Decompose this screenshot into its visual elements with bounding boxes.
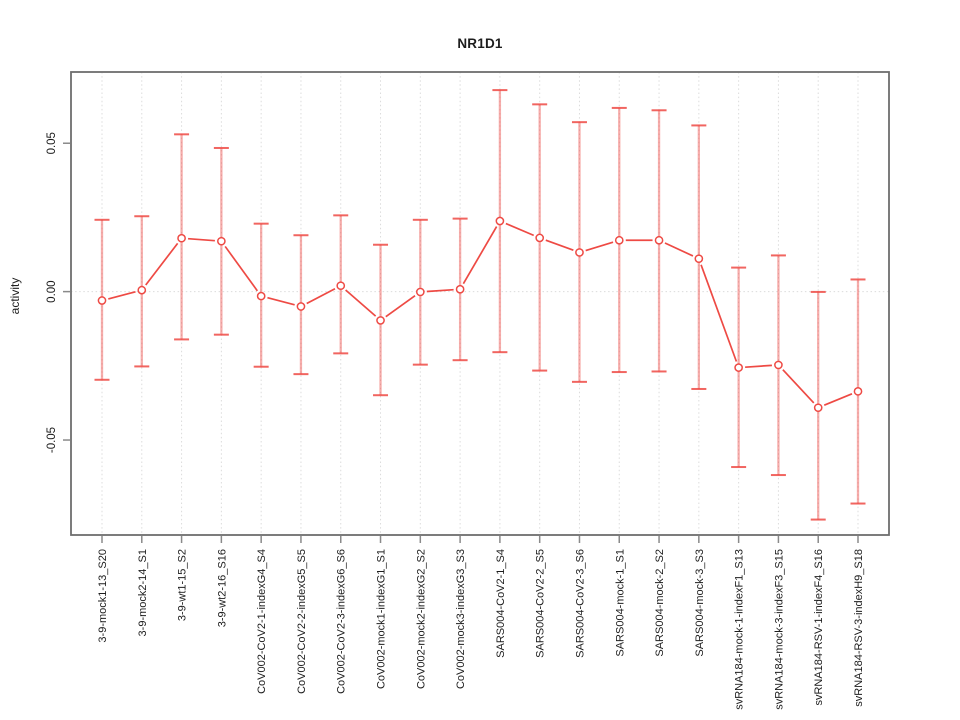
data-points — [97, 216, 863, 413]
y-tick-label: 0.00 — [46, 280, 58, 302]
series-segment — [345, 289, 377, 317]
data-point — [137, 285, 147, 295]
x-tick-label: svRNA184-mock-1-indexF1_S13 — [734, 549, 746, 710]
series-segment — [585, 241, 614, 252]
series-segment — [782, 369, 815, 404]
data-point — [376, 316, 385, 325]
data-point — [97, 296, 107, 305]
series-segment — [745, 364, 772, 369]
y-tick-label: 0.05 — [46, 132, 58, 154]
y-axis: 0.05 0.00 -0.05 — [46, 132, 70, 453]
series-segment — [306, 287, 336, 305]
x-tick-label: 3-9-wt2-16_S16 — [216, 549, 228, 627]
series-segment — [145, 242, 179, 286]
plot-box — [70, 71, 890, 536]
data-point — [177, 233, 186, 243]
series-segment — [545, 239, 574, 252]
series-segment — [224, 245, 259, 292]
line-segments — [108, 222, 853, 406]
data-point — [813, 403, 823, 413]
x-tick-label: SARS004-CoV2-2_S5 — [535, 549, 547, 658]
data-point — [296, 302, 306, 311]
x-tick-label: svRNA184-RSV-3-indexH9_S18 — [853, 549, 865, 707]
series-segment — [426, 288, 454, 293]
series-segment — [108, 290, 136, 300]
data-point — [455, 284, 465, 294]
data-point — [694, 254, 704, 264]
y-tick-label: -0.05 — [46, 427, 58, 453]
data-point — [535, 233, 545, 243]
x-tick-label: CoV002-CoV2-2-indexG5_S5 — [296, 549, 308, 694]
data-point — [654, 235, 664, 245]
data-point — [495, 216, 505, 226]
x-tick-label: CoV002-mock3-indexG3_S3 — [455, 549, 467, 689]
series-segment — [700, 264, 738, 362]
x-tick-label: svRNA184-RSV-1-indexF4_S16 — [813, 549, 825, 706]
data-point — [217, 236, 226, 246]
series-segment — [664, 242, 694, 257]
x-tick-label: CoV002-CoV2-3-indexG6_S6 — [336, 549, 348, 694]
data-point — [336, 281, 346, 291]
x-axis: 3-9-mock1-13_S20 3-9-mock2-14_S1 3-9-wt1-1… — [97, 536, 865, 710]
data-point — [734, 363, 743, 372]
data-point — [774, 360, 783, 370]
x-tick-label: 3-9-mock1-13_S20 — [97, 549, 109, 643]
x-tick-label: svRNA184-mock-3-indexF3_S15 — [773, 549, 785, 710]
x-tick-label: SARS004-mock-2_S2 — [654, 549, 666, 657]
series-segment — [187, 237, 215, 242]
x-tick-label: 3-9-wt1-15_S2 — [177, 549, 189, 621]
chart-title: NR1D1 — [457, 36, 503, 51]
x-tick-label: SARS004-CoV2-3_S6 — [574, 549, 586, 658]
data-point — [415, 287, 425, 297]
gridlines — [71, 72, 889, 535]
data-point — [256, 291, 266, 301]
x-tick-label: CoV002-CoV2-1-indexG4_S4 — [256, 549, 268, 694]
series-segment — [385, 295, 416, 318]
x-tick-label: CoV002-mock1-indexG1_S1 — [376, 549, 388, 689]
x-tick-label: 3-9-mock2-14_S1 — [137, 549, 149, 636]
data-point — [614, 235, 624, 245]
x-tick-label: SARS004-CoV2-1_S4 — [495, 549, 507, 658]
x-tick-label: CoV002-mock2-indexG2_S2 — [415, 549, 427, 689]
series-segment — [823, 393, 853, 406]
series-segment — [462, 226, 498, 285]
error-bars — [94, 89, 866, 521]
series-segment — [505, 222, 535, 237]
data-point — [853, 387, 863, 396]
x-tick-label: SARS004-mock-3_S3 — [694, 549, 706, 657]
x-tick-label: SARS004-mock-1_S1 — [614, 549, 626, 657]
series-segment — [267, 296, 295, 306]
data-point — [575, 248, 584, 257]
